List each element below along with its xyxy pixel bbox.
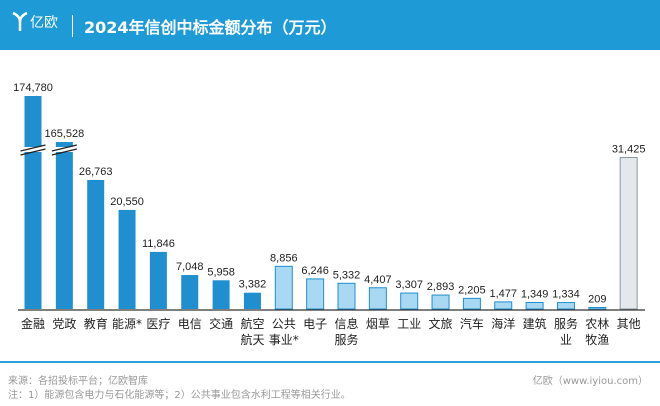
category-label: 烟草 <box>366 317 390 331</box>
bar <box>149 251 167 309</box>
header-bar: 亿欧 2024年信创中标金额分布（万元） <box>0 0 660 50</box>
data-label: 3,382 <box>239 279 267 291</box>
brand-name: 亿欧 <box>30 15 58 31</box>
data-label: 8,856 <box>270 252 298 264</box>
bar <box>243 292 261 309</box>
category-label: 汽车 <box>460 316 484 331</box>
category-label: 医疗 <box>146 317 170 331</box>
bar <box>24 96 42 309</box>
bar <box>368 287 387 310</box>
data-label: 1,349 <box>521 288 549 300</box>
data-label: 2,893 <box>427 281 455 293</box>
source-text: 来源：各招投标平台；亿欧智库 <box>8 376 148 387</box>
category-label: 电子 <box>303 317 327 331</box>
data-label: 2,205 <box>458 284 486 296</box>
data-label: 5,332 <box>333 269 361 281</box>
bar <box>588 307 607 310</box>
bar <box>431 294 450 310</box>
data-label: 31,425 <box>612 144 646 156</box>
category-label: 信息 <box>334 316 358 331</box>
bar-chart: 174,780 金融 165,528 党政 26,763 教育 20,550 能源* 11,84… <box>13 82 646 347</box>
category-label: 金融 <box>21 316 45 331</box>
bar <box>619 157 638 310</box>
bar <box>462 297 481 310</box>
data-label: 1,477 <box>489 288 517 300</box>
category-label: 教育 <box>84 316 108 331</box>
header-divider <box>72 15 73 37</box>
category-label: 能源* <box>112 317 142 331</box>
data-label: 6,246 <box>301 265 329 277</box>
category-label: 航空 <box>240 316 264 331</box>
data-label: 20,550 <box>110 196 144 208</box>
bar <box>337 282 356 310</box>
category-label: 党政 <box>52 316 76 331</box>
data-label: 7,048 <box>176 261 204 273</box>
bar <box>87 180 105 309</box>
data-label: 11,846 <box>142 238 175 250</box>
logo-icon <box>12 12 28 31</box>
axis-break-mark <box>20 144 46 152</box>
axis-break-mark <box>51 148 77 156</box>
category-label: 交通 <box>209 316 233 331</box>
bar <box>55 142 73 309</box>
bar <box>400 292 419 310</box>
bar <box>274 265 293 310</box>
category-label: 航天 <box>240 332 264 347</box>
data-label: 174,780 <box>13 82 53 94</box>
axis-break-mark <box>51 144 77 152</box>
category-label: 农林 <box>585 317 609 331</box>
category-label: 服务 <box>554 316 578 331</box>
category-label: 建筑 <box>523 316 547 331</box>
footer-divider <box>0 361 660 363</box>
category-label: 电信 <box>178 317 202 331</box>
brand-logo: 亿欧 <box>12 12 58 32</box>
category-label: 牧渔 <box>585 333 609 347</box>
bar <box>118 209 136 309</box>
data-label: 209 <box>588 294 606 306</box>
page-title: 2024年信创中标金额分布（万元） <box>84 18 337 37</box>
data-label: 5,958 <box>207 266 235 278</box>
bar <box>306 278 325 310</box>
note-text: 注：1）能源包含电力与石化能源等；2）公共事业包含水利工程等相关行业。 <box>8 390 351 401</box>
category-label: 事业* <box>269 333 299 347</box>
bar <box>212 280 230 309</box>
axis-break-gap <box>54 147 74 152</box>
data-label: 26,763 <box>79 166 113 178</box>
category-label: 海洋 <box>491 316 515 331</box>
category-label: 其他 <box>617 317 641 331</box>
axis-break-gap <box>23 147 43 152</box>
category-label: 服务 <box>334 332 358 347</box>
data-label: 4,407 <box>364 274 392 286</box>
category-label: 文旅 <box>429 316 453 331</box>
axis-break-mark <box>20 148 46 156</box>
bar <box>494 301 513 310</box>
credit-text: 亿欧（www.iyiou.com） <box>532 376 648 387</box>
category-label: 工业 <box>397 317 421 331</box>
bar <box>181 275 199 309</box>
category-label: 公共 <box>272 317 296 331</box>
bar <box>525 301 544 310</box>
data-label: 1,334 <box>552 289 580 301</box>
bar <box>556 302 575 310</box>
category-label: 业 <box>560 333 572 347</box>
data-label: 165,528 <box>44 128 84 140</box>
data-label: 3,307 <box>395 279 423 291</box>
